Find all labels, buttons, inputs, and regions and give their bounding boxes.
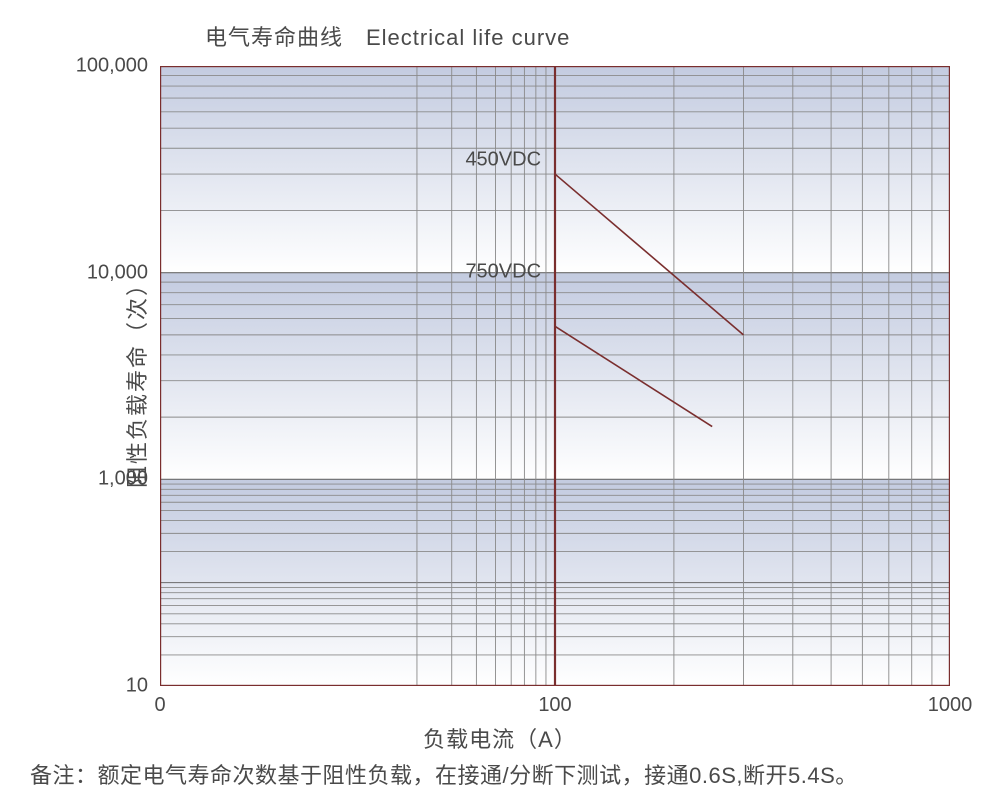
page-root: 电气寿命曲线 Electrical life curve 阻性负载寿命（次） 1…	[0, 0, 1000, 804]
chart-plot: 450VDC 750VDC	[160, 66, 950, 686]
y-tick: 100,000	[0, 55, 148, 78]
y-tick: 10,000	[0, 261, 148, 284]
x-tick: 1000	[928, 694, 973, 717]
x-tick: 0	[154, 694, 165, 717]
x-axis-label: 负载电流（A）	[423, 722, 577, 754]
series-label-750VDC: 750VDC	[465, 260, 541, 282]
chart-title: 电气寿命曲线 Electrical life curve	[205, 20, 570, 52]
footnote: 备注：额定电气寿命次数基于阻性负载，在接通/分断下测试，接通0.6S,断开5.4…	[30, 758, 858, 790]
series-label-450VDC: 450VDC	[465, 149, 541, 171]
x-tick: 100	[538, 694, 571, 717]
y-axis-label: 阻性负载寿命（次）	[120, 272, 152, 488]
y-tick: 1,000	[0, 468, 148, 491]
y-tick: 10	[0, 675, 148, 698]
